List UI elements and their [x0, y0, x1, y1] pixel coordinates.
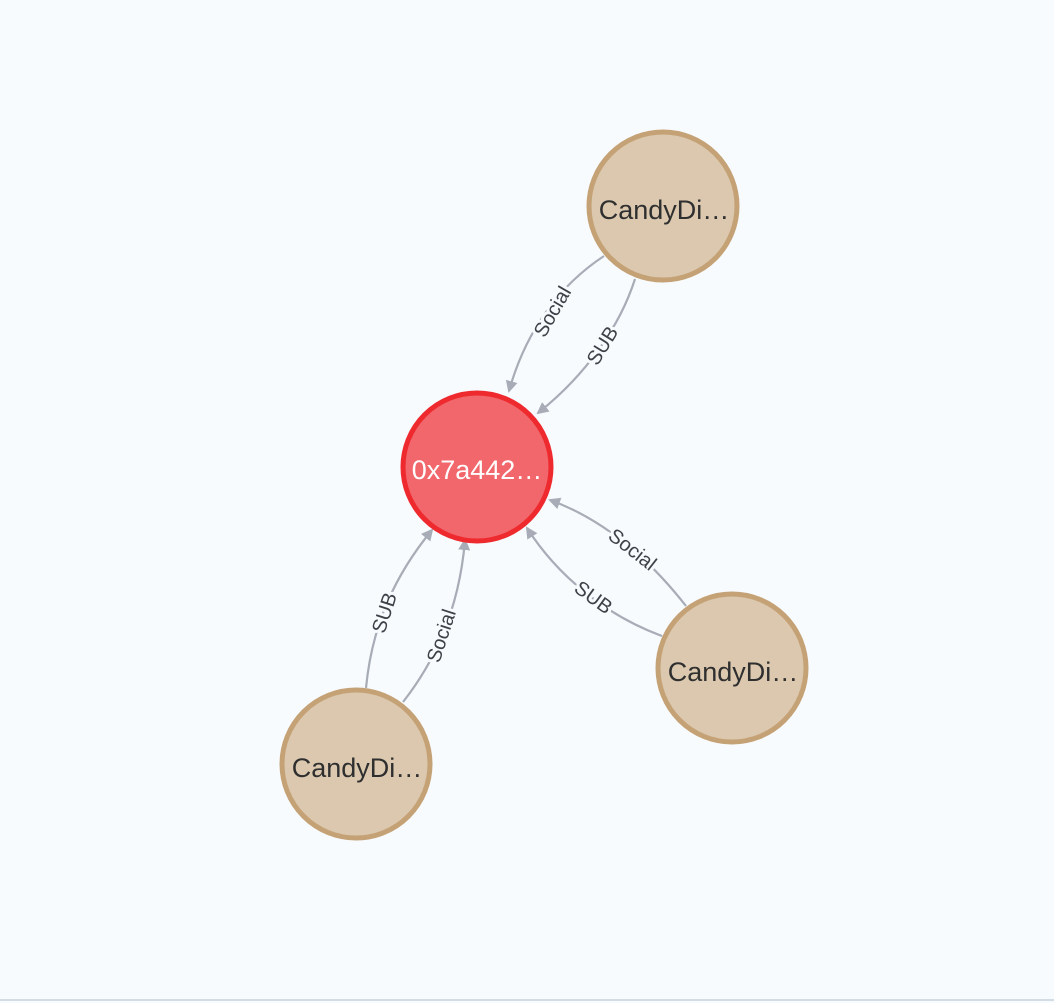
edge-line: [536, 278, 637, 415]
edge-label: Social: [530, 283, 576, 341]
edge-line: [525, 526, 663, 638]
edge-line: [505, 255, 605, 393]
node-center[interactable]: 0x7a442…: [400, 390, 554, 544]
edge-label: Social: [423, 607, 461, 666]
edge-right-social[interactable]: Social: [548, 497, 687, 607]
edge-left-social[interactable]: Social: [402, 538, 471, 703]
edge-label: SUB: [368, 590, 402, 636]
edge-top-social[interactable]: Social: [505, 255, 605, 393]
edge-left-sub[interactable]: SUB: [364, 528, 434, 689]
edge-label: SUB: [583, 323, 623, 370]
node-peer-top[interactable]: CandyDi…: [586, 129, 740, 283]
node-circle: [586, 129, 740, 283]
node-peer-left[interactable]: CandyDi…: [279, 687, 433, 841]
node-circle: [400, 390, 554, 544]
node-label: CandyDi…: [668, 657, 799, 687]
edge-line: [402, 538, 471, 703]
edge-line: [548, 497, 687, 607]
edge-line: [364, 528, 434, 689]
node-circle: [279, 687, 433, 841]
node-label: CandyDi…: [599, 195, 730, 225]
node-peer-right[interactable]: CandyDi…: [655, 591, 809, 745]
bottom-divider: [0, 999, 1054, 1001]
node-label: 0x7a442…: [412, 455, 543, 485]
edge-label: SUB: [570, 577, 616, 619]
edge-label: Social: [604, 525, 660, 576]
node-label: CandyDi…: [292, 753, 423, 783]
node-circle: [655, 591, 809, 745]
